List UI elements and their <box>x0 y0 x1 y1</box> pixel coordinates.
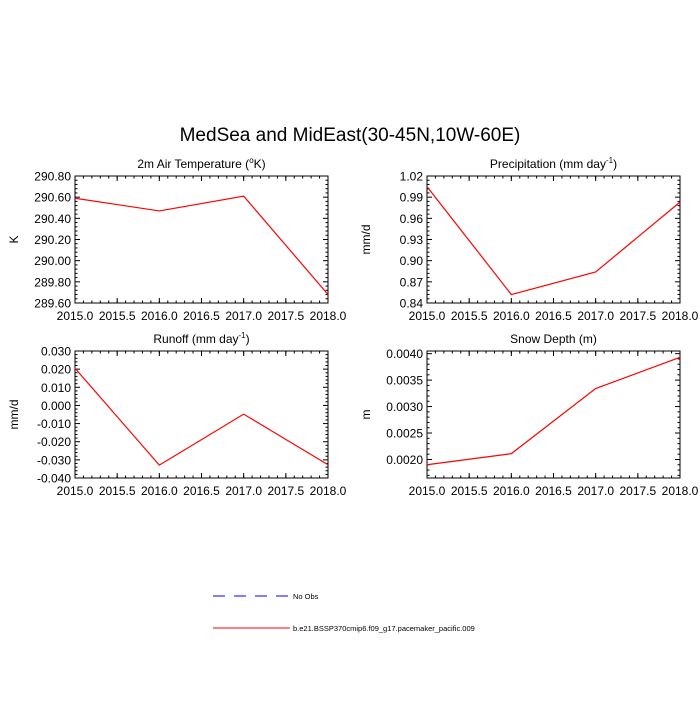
series-line-1 <box>74 195 329 295</box>
chart-panel-3: Runoff (mm day-1) 2015.0 2015.5 2016.0 2016.… <box>7 331 347 498</box>
chart-title-tail: ) <box>246 332 250 346</box>
legend: No Obs b.e21.BSSP370cmip6.f09_g17.pacemak… <box>213 592 475 633</box>
y-tick-label: -0.010 <box>37 417 71 431</box>
x-tick-label: 2015.5 <box>99 484 136 498</box>
y-tick-label: -0.030 <box>37 453 71 467</box>
y-tick-label: 290.40 <box>34 212 71 226</box>
x-tick-label: 2016.0 <box>493 484 530 498</box>
x-tick-label: 2018.0 <box>310 484 347 498</box>
y-tick-label: 290.60 <box>34 191 71 205</box>
x-tick-label: 2015.5 <box>451 484 488 498</box>
chart-title-tail: K) <box>254 157 266 171</box>
series-line-1 <box>74 367 329 466</box>
y-axis-label: K <box>7 235 21 243</box>
y-tick-label: -0.040 <box>37 472 71 486</box>
chart-title-superscript: -1 <box>239 331 247 340</box>
chart-title-superscript: -1 <box>606 156 614 165</box>
legend-entry-2: b.e21.BSSP370cmip6.f09_g17.pacemaker_pac… <box>213 624 475 633</box>
chart-title-tail: ) <box>613 157 617 171</box>
chart-panel-1: 2m Air Temperature (oK) 2015.0 2015.5 2016.… <box>7 156 347 323</box>
x-tick-label: 2016.5 <box>183 484 220 498</box>
chart-title: 2m Air Temperature (oK) <box>137 156 265 171</box>
y-tick-label: 0.010 <box>41 381 71 395</box>
series-line-1 <box>426 186 681 296</box>
y-tick-label: 290.00 <box>34 254 71 268</box>
y-tick-label: 0.0025 <box>386 427 423 441</box>
y-tick-label: 0.96 <box>400 212 424 226</box>
plot-frame <box>426 175 681 304</box>
chart-panel-4: Snow Depth (m) 2015.0 2015.5 2016.0 2016.5 20… <box>359 332 699 498</box>
x-tick-label: 2016.0 <box>141 484 178 498</box>
chart-title: Precipitation (mm day-1) <box>490 156 617 171</box>
x-tick-label: 2016.5 <box>535 309 572 323</box>
chart-panel-2: Precipitation (mm day-1) 2015.0 2015.5 2016… <box>359 156 699 323</box>
x-tick-label: 2018.0 <box>662 309 699 323</box>
figure-title: MedSea and MidEast(30-45N,10W-60E) <box>180 125 521 146</box>
y-tick-label: 0.90 <box>400 254 424 268</box>
y-tick-label: 1.02 <box>400 170 424 184</box>
plot-frame <box>74 350 329 479</box>
plot-frame <box>426 350 681 479</box>
y-tick-label: 0.0030 <box>386 400 423 414</box>
chart-title-text: 2m Air Temperature ( <box>137 157 249 171</box>
x-tick-label: 2017.5 <box>267 309 304 323</box>
chart-title-text: Precipitation (mm day <box>490 157 606 171</box>
legend-label: b.e21.BSSP370cmip6.f09_g17.pacemaker_pac… <box>293 624 475 633</box>
y-tick-label: 0.99 <box>400 191 424 205</box>
y-tick-label: 0.84 <box>400 297 424 311</box>
x-tick-label: 2016.0 <box>141 309 178 323</box>
x-tick-label: 2017.5 <box>267 484 304 498</box>
y-tick-label: 0.87 <box>400 275 424 289</box>
x-tick-label: 2017.0 <box>225 309 262 323</box>
x-tick-label: 2015.0 <box>57 484 94 498</box>
y-tick-label: 290.20 <box>34 233 71 247</box>
y-axis-label: mm/d <box>7 400 21 430</box>
y-tick-label: -0.020 <box>37 435 71 449</box>
x-tick-label: 2017.5 <box>619 484 656 498</box>
y-tick-label: 0.000 <box>41 399 71 413</box>
x-tick-label: 2016.5 <box>535 484 572 498</box>
chart-title-text: Snow Depth (m) <box>510 332 597 346</box>
y-axis-label: m <box>359 410 373 420</box>
x-tick-label: 2015.0 <box>57 309 94 323</box>
y-tick-label: 290.80 <box>34 170 71 184</box>
y-tick-label: 0.020 <box>41 363 71 377</box>
panels: 2m Air Temperature (oK)2015.0 2015.5 2016.… <box>7 156 699 498</box>
y-tick-label: 289.60 <box>34 297 71 311</box>
chart-title: Runoff (mm day-1) <box>153 331 249 346</box>
y-tick-label: 0.0035 <box>386 374 423 388</box>
y-tick-label: 0.0020 <box>386 453 423 467</box>
x-tick-label: 2017.0 <box>225 484 262 498</box>
chart-title-text: Runoff (mm day <box>153 332 238 346</box>
x-tick-label: 2017.0 <box>577 309 614 323</box>
x-tick-label: 2018.0 <box>310 309 347 323</box>
series-line-1 <box>426 356 681 466</box>
y-tick-label: 0.0040 <box>386 347 423 361</box>
y-tick-label: 0.93 <box>400 233 424 247</box>
x-tick-label: 2015.5 <box>99 309 136 323</box>
y-tick-label: 289.80 <box>34 275 71 289</box>
chart-title-superscript: o <box>249 156 254 165</box>
x-tick-label: 2018.0 <box>662 484 699 498</box>
x-tick-label: 2015.5 <box>451 309 488 323</box>
legend-label: No Obs <box>293 592 319 601</box>
x-tick-label: 2016.0 <box>493 309 530 323</box>
x-tick-label: 2015.0 <box>409 309 446 323</box>
chart-title: Snow Depth (m) <box>510 332 597 346</box>
x-tick-label: 2016.5 <box>183 309 220 323</box>
y-axis-label: mm/d <box>359 225 373 255</box>
x-tick-label: 2017.0 <box>577 484 614 498</box>
x-tick-label: 2015.0 <box>409 484 446 498</box>
x-tick-label: 2017.5 <box>619 309 656 323</box>
legend-entry-1: No Obs <box>213 592 319 601</box>
y-tick-label: 0.030 <box>41 345 71 359</box>
plot-frame <box>74 175 329 304</box>
